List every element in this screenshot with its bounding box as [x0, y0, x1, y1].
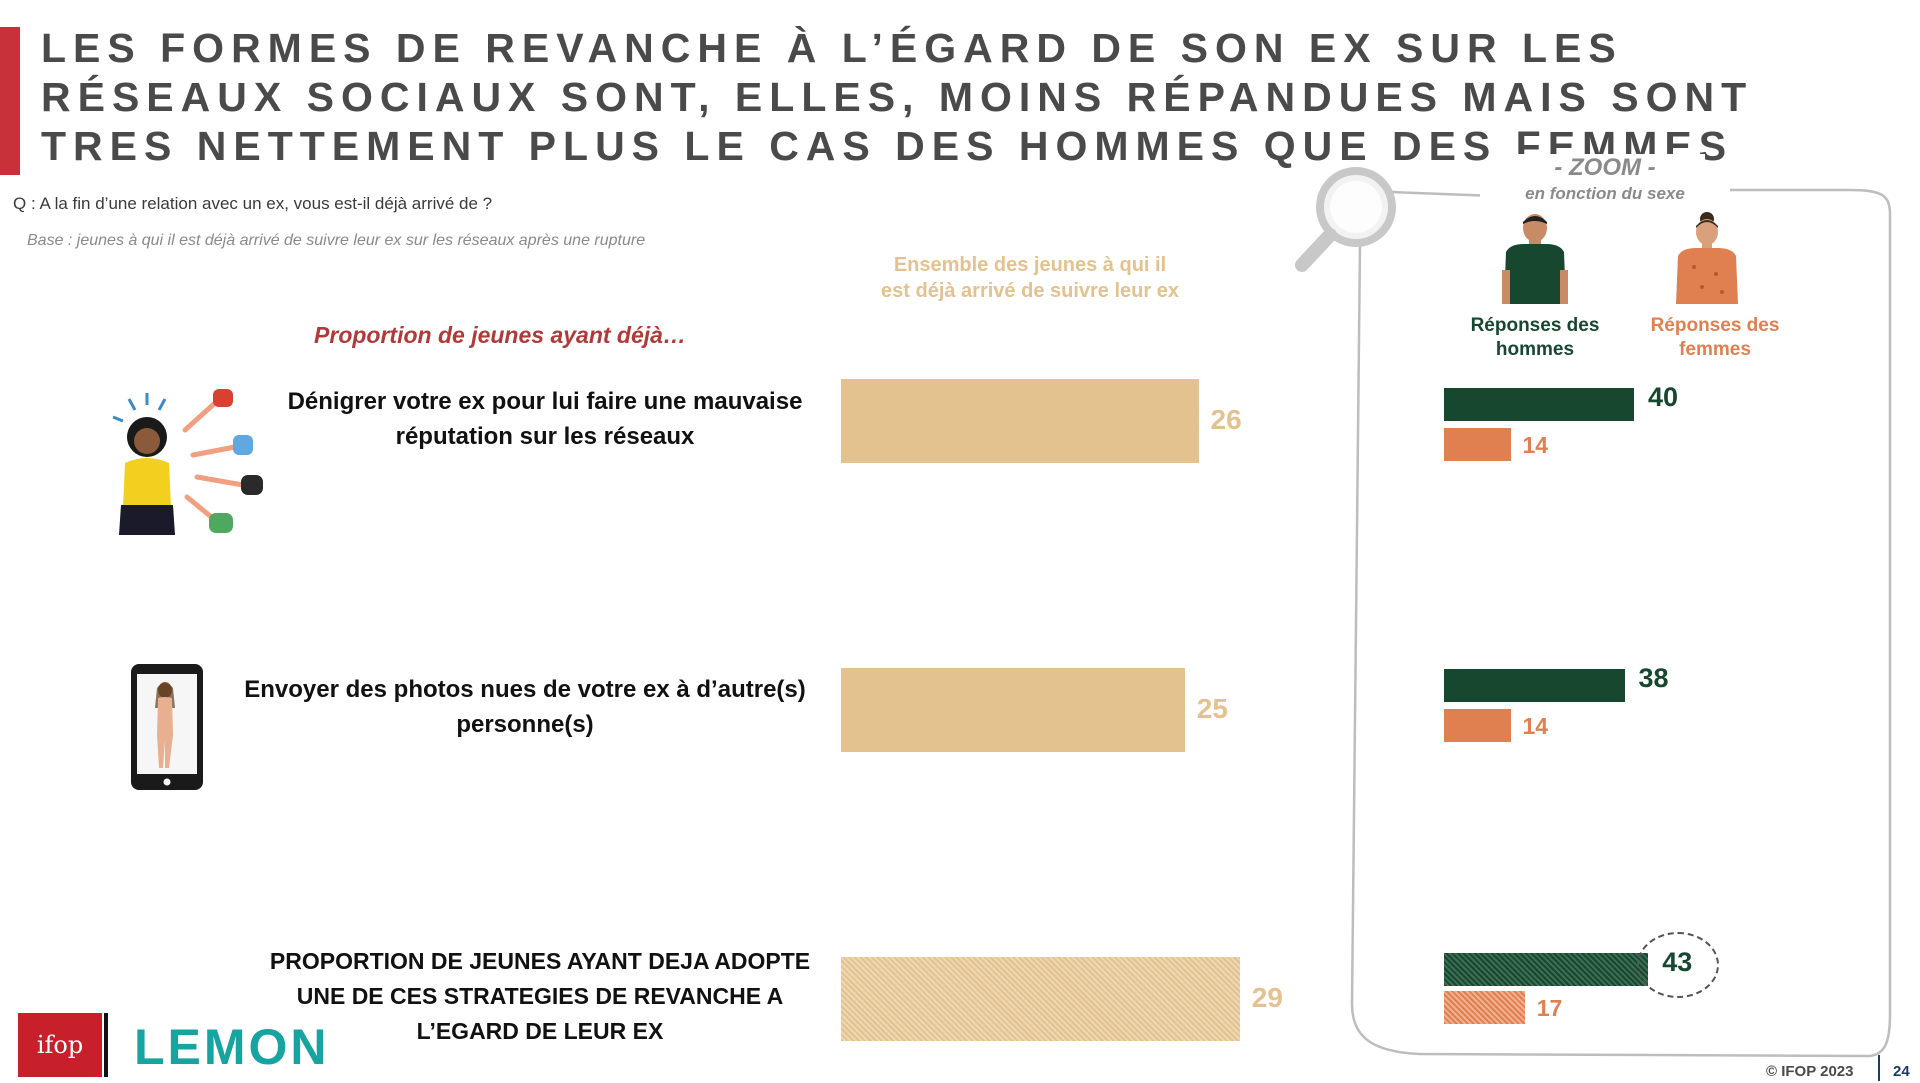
value-label-women: 17	[1536, 995, 1563, 1021]
bar-overall	[841, 379, 1199, 463]
survey-question: Q : A la fin d’une relation avec un ex, …	[13, 194, 493, 213]
highlight-ring	[1637, 932, 1719, 998]
bar-men	[1444, 388, 1634, 421]
copyright: © IFOP 2023	[1766, 1063, 1854, 1080]
value-label-overall: 29	[1251, 982, 1283, 1013]
legend-men: Réponses des hommes	[1470, 315, 1600, 360]
value-label-men: 40	[1648, 382, 1679, 412]
row-label-total: PROPORTION DE JEUNES AYANT DEJA ADOPTE U…	[269, 948, 811, 1044]
ifop-logo: ifop	[18, 1013, 102, 1077]
value-label-overall: 26	[1210, 404, 1242, 435]
slide-title: LES FORMES DE REVANCHE À L’ÉGARD DE SON …	[41, 25, 1754, 169]
zoom-panel-frame	[1350, 188, 1892, 1058]
bar-women	[1444, 991, 1525, 1024]
zoom-subtitle: en fonction du sexe	[1480, 184, 1730, 204]
value-label-women: 14	[1522, 432, 1549, 458]
survey-base: Base : jeunes à qui il est déjà arrivé d…	[27, 232, 646, 249]
page-number: 24	[1893, 1063, 1910, 1080]
value-label-overall: 25	[1196, 693, 1228, 724]
value-label-men: 38	[1638, 663, 1669, 693]
zoom-title: - ZOOM -	[1505, 154, 1705, 182]
bar-overall	[841, 957, 1240, 1041]
row-label-denigrate: Dénigrer votre ex pour lui faire une mau…	[287, 388, 803, 450]
magnifier-icon	[1295, 167, 1396, 272]
smartphone-photo-icon	[131, 664, 203, 790]
overall-column-header: Ensemble des jeunes à qui il est déjà ar…	[881, 254, 1179, 302]
title-accent-bar	[0, 27, 20, 175]
lemon-logo: LEMON	[134, 1019, 330, 1075]
bar-men	[1444, 953, 1649, 986]
row-label-nude-photos: Envoyer des photos nues de votre ex à d’…	[244, 676, 806, 738]
man-icon	[1502, 214, 1568, 304]
value-label-women: 14	[1522, 713, 1549, 739]
proportion-heading: Proportion de jeunes ayant déjà…	[314, 322, 686, 348]
bar-women	[1444, 428, 1511, 461]
woman-icon	[1676, 212, 1738, 304]
logo-separator	[104, 1013, 108, 1077]
bar-women	[1444, 709, 1511, 742]
pointing-hands-icon	[112, 389, 263, 535]
bar-men	[1444, 669, 1625, 702]
bar-overall	[841, 668, 1185, 752]
page-separator	[1878, 1055, 1880, 1081]
legend-women: Réponses des femmes	[1650, 315, 1780, 360]
